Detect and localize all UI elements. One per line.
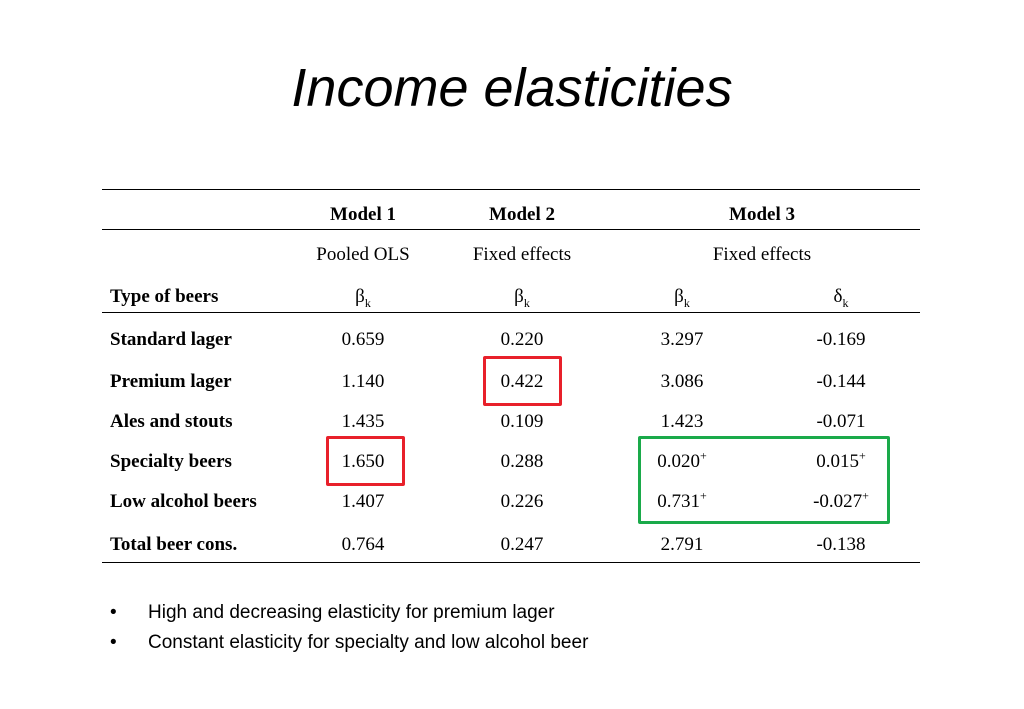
model-1-beta-header: βk bbox=[355, 286, 371, 310]
slide-title: Income elasticities bbox=[291, 58, 733, 118]
row-label-total-beer-cons: Total beer cons. bbox=[110, 534, 238, 555]
column-header-rule bbox=[102, 312, 920, 313]
table-cell: -0.169 bbox=[816, 329, 866, 350]
model-3-delta-header: δk bbox=[833, 286, 849, 310]
header-rule bbox=[102, 229, 920, 230]
row-label-premium-lager: Premium lager bbox=[110, 371, 232, 392]
model-2-beta-header: βk bbox=[514, 286, 530, 310]
table-cell: 1.407 bbox=[341, 491, 385, 512]
table-cell: -0.071 bbox=[816, 411, 866, 432]
table-cell: 0.109 bbox=[500, 411, 544, 432]
table-cell: 1.650 bbox=[341, 451, 385, 472]
table-cell: 0.247 bbox=[500, 534, 544, 555]
model-2-heading: Model 2 bbox=[489, 204, 555, 225]
model-2-method: Fixed effects bbox=[472, 244, 572, 265]
bullet-icon: • bbox=[110, 602, 117, 623]
table-top-rule bbox=[102, 189, 920, 190]
model-1-heading: Model 1 bbox=[330, 204, 396, 225]
row-label-low-alcohol-beers: Low alcohol beers bbox=[110, 491, 257, 512]
table-cell: 0.731+ bbox=[657, 488, 707, 512]
table-cell: -0.027+ bbox=[813, 488, 869, 512]
table-bottom-rule bbox=[102, 562, 920, 563]
table-cell: -0.138 bbox=[816, 534, 866, 555]
row-label-standard-lager: Standard lager bbox=[110, 329, 232, 350]
table-cell: 0.226 bbox=[500, 491, 544, 512]
table-cell: 0.020+ bbox=[657, 448, 707, 472]
row-label-ales-and-stouts: Ales and stouts bbox=[110, 411, 233, 432]
model-1-method: Pooled OLS bbox=[316, 244, 410, 265]
table-cell: 0.659 bbox=[341, 329, 385, 350]
model-3-method: Fixed effects bbox=[712, 244, 812, 265]
row-label-specialty-beers: Specialty beers bbox=[110, 451, 232, 472]
table-cell: 0.220 bbox=[500, 329, 544, 350]
table-cell: 2.791 bbox=[660, 534, 704, 555]
table-cell: 0.764 bbox=[341, 534, 385, 555]
model-3-beta-header: βk bbox=[674, 286, 690, 310]
bullet-icon: • bbox=[110, 632, 117, 653]
table-cell: -0.144 bbox=[816, 371, 866, 392]
table-cell: 1.140 bbox=[341, 371, 385, 392]
table-cell: 0.015+ bbox=[816, 448, 866, 472]
highlight-box-premium-model2 bbox=[483, 356, 562, 406]
table-cell: 3.297 bbox=[660, 329, 704, 350]
table-cell: 1.435 bbox=[341, 411, 385, 432]
highlight-box-specialty-model1 bbox=[326, 436, 405, 486]
highlight-box-model3-specialty-lowalcohol bbox=[638, 436, 890, 524]
table-cell: 3.086 bbox=[660, 371, 704, 392]
table-cell: 0.422 bbox=[500, 371, 544, 392]
table-cell: 1.423 bbox=[660, 411, 704, 432]
model-3-heading: Model 3 bbox=[729, 204, 795, 225]
row-header-label: Type of beers bbox=[110, 286, 219, 307]
table-cell: 0.288 bbox=[500, 451, 544, 472]
